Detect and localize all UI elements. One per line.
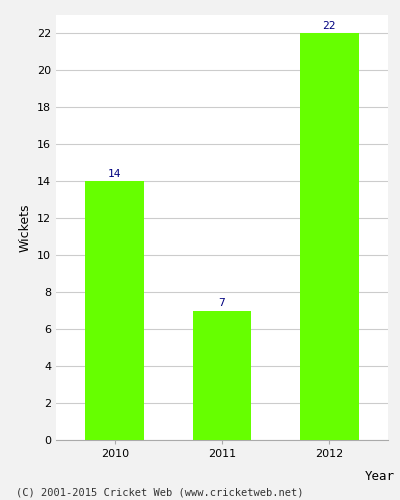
Text: 7: 7 (219, 298, 225, 308)
Text: 14: 14 (108, 168, 122, 178)
Bar (300, 34, 358, 440)
Bar (86, 182, 144, 440)
Bar (192, 310, 252, 440)
Text: Year: Year (365, 470, 395, 483)
Text: (C) 2001-2015 Cricket Web (www.cricketweb.net): (C) 2001-2015 Cricket Web (www.cricketwe… (16, 488, 304, 498)
Text: 22: 22 (322, 20, 336, 30)
Y-axis label: Wickets: Wickets (18, 203, 31, 252)
